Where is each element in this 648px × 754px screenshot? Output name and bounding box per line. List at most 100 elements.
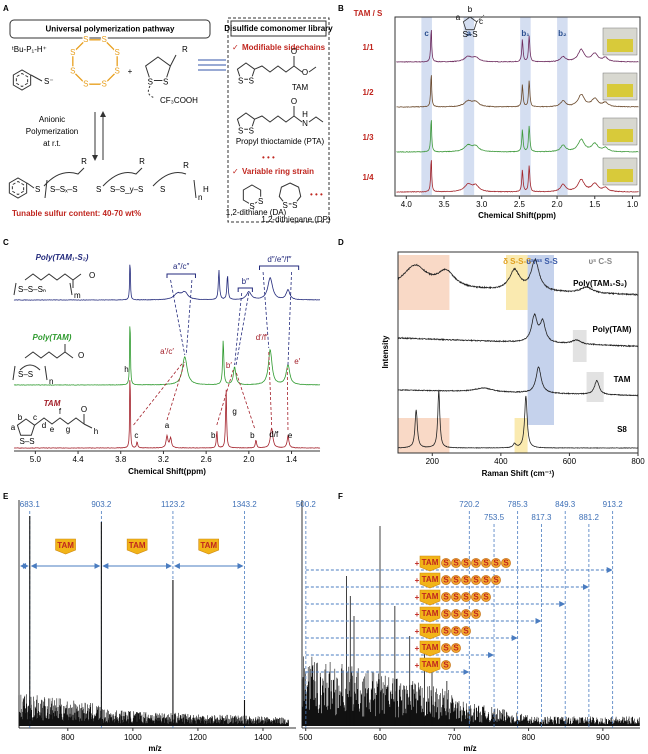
chain <box>34 417 85 426</box>
badge <box>55 538 76 555</box>
ring-arc <box>102 167 143 187</box>
peak-label: h <box>124 365 128 374</box>
highlight-band <box>557 17 568 195</box>
x-tick-label: 2.0 <box>243 455 255 464</box>
band-label: c <box>424 29 429 38</box>
peak-label: e′ <box>294 357 300 366</box>
atom-label: e <box>50 425 55 434</box>
sulfur-label: S <box>483 576 489 585</box>
spectrum <box>397 366 638 397</box>
shape <box>254 115 295 123</box>
badge-label: TAM <box>129 541 146 550</box>
library-title-box <box>230 20 327 37</box>
sulfur-atom: S <box>258 197 263 206</box>
line <box>293 65 303 73</box>
highlight-band <box>520 17 531 195</box>
x-tick-label: 600 <box>373 733 387 742</box>
connector <box>262 271 270 349</box>
peak-label: b″ <box>242 277 249 286</box>
sulfur-atom: S <box>70 48 75 57</box>
connector <box>268 351 273 426</box>
sulfur-bead <box>451 592 461 602</box>
library-title: Disulfide comonomer library <box>224 24 333 33</box>
peak-label: 720.2 <box>459 500 480 509</box>
label: + <box>415 610 420 619</box>
sulfur-bead <box>461 609 471 619</box>
label: S <box>96 185 101 194</box>
label: n <box>198 193 202 202</box>
badge <box>419 572 441 589</box>
series-label: 1/4 <box>362 173 374 182</box>
x-tick-label: 700 <box>448 733 462 742</box>
line <box>193 179 197 199</box>
atom-label: c <box>479 17 483 26</box>
connector <box>286 367 289 431</box>
sulfur-label: S <box>503 559 509 568</box>
sulfur-bead <box>461 575 471 585</box>
pathway-title: Universal polymerization pathway <box>46 25 175 34</box>
sulfur-label: S <box>453 576 459 585</box>
chain <box>24 351 74 359</box>
line <box>30 74 43 82</box>
sulfur-bead <box>451 643 461 653</box>
label: S <box>35 185 40 194</box>
atom-label: a <box>11 423 16 432</box>
spectrum <box>396 75 639 108</box>
sulfur-atom: S <box>115 48 120 57</box>
x-tick-label: 600 <box>563 457 577 466</box>
ring <box>236 112 256 130</box>
plot-frame <box>397 251 639 454</box>
sulfur-label: S <box>483 593 489 602</box>
bracket <box>237 287 253 292</box>
badge <box>419 606 441 623</box>
panel-label: C <box>3 238 9 247</box>
connector <box>235 292 250 366</box>
x-axis-title: Raman Shift (cm⁻¹) <box>482 469 555 478</box>
highlight-band <box>463 17 475 195</box>
badge-label: TAM <box>422 609 439 618</box>
label: Modifiable sidechains <box>242 43 326 52</box>
label: H <box>203 185 209 194</box>
peak-label: 753.5 <box>484 513 505 522</box>
label: + <box>415 559 420 568</box>
sulfur-label: S <box>443 627 449 636</box>
peak-label: a <box>165 421 170 430</box>
sulfur-atom: S <box>83 35 88 44</box>
sulfur-bead <box>461 626 471 636</box>
sulfur-bead <box>471 575 481 585</box>
y-axis-title: Intensity <box>381 335 390 368</box>
line <box>26 182 35 189</box>
badge <box>419 657 441 674</box>
sulfur-bead <box>441 558 451 568</box>
label: + <box>415 576 420 585</box>
sulfur-label: S <box>443 610 449 619</box>
x-tick-label: 2.0 <box>552 200 564 209</box>
sulfur-bead <box>451 609 461 619</box>
label: S–S–Sₙ <box>18 285 46 294</box>
sulfur-bead <box>451 558 461 568</box>
band-label: δ S-S-S <box>503 257 532 266</box>
sulfur-bead <box>441 660 451 670</box>
sulfur-bead <box>481 592 491 602</box>
band-label: a <box>467 29 472 38</box>
vial-liquid <box>607 84 633 97</box>
x-axis-title: Chemical Shift(ppm) <box>478 211 556 220</box>
label: N <box>302 119 308 128</box>
sulfur-label: S <box>443 661 449 670</box>
badge <box>419 623 441 640</box>
sulfur-atom: S <box>148 78 153 87</box>
label: Variable ring strain <box>242 167 314 176</box>
compound-name: TAM <box>292 83 309 92</box>
ring-arc <box>19 364 41 371</box>
x-tick-label: 3.5 <box>438 200 450 209</box>
x-tick-label: 1.0 <box>627 200 639 209</box>
atom-label: a <box>456 13 461 22</box>
label: + <box>415 627 420 636</box>
connector <box>166 361 186 421</box>
line <box>69 282 73 296</box>
sulfur-label: S <box>453 559 459 568</box>
sulfur-ring <box>72 39 118 85</box>
sulfur-label: S <box>463 593 469 602</box>
sulfur-label: S <box>463 576 469 585</box>
badge <box>198 538 220 555</box>
